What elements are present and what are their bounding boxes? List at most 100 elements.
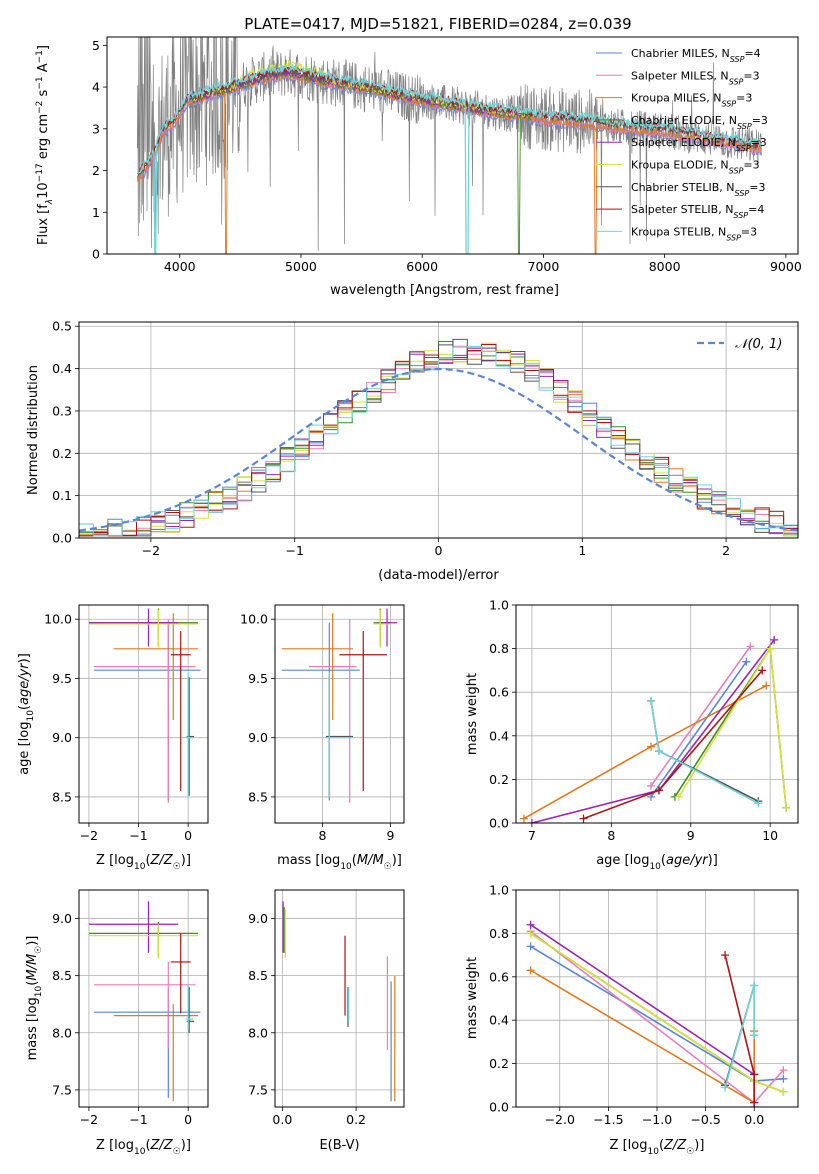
y-tick-label: 2 [92,163,100,178]
residuals-panel: −2 −1 0 1 2 0.0 0.1 0.2 0.3 0.4 0.5 𝒩(0, 1) (data-mo… [26,319,799,583]
x-tick-label: 2 [722,543,730,558]
age_vs_mass-panel: 8 9 8.5 9.0 9.5 10.0 mass [log10(M/M☉)] [240,604,405,872]
x-tick-label: −2 [80,1112,98,1127]
data-point-marker [750,981,759,990]
data-point-marker [527,819,536,823]
x-tick-label: 8 [607,828,615,843]
data-point-marker [526,966,535,975]
series-line-kroupa-miles [523,684,767,820]
spectrum-panel: 4000 5000 6000 7000 8000 9000 0 1 2 3 4 5 Chabrier M… [35,36,802,298]
x-tick-label: −1 [129,1112,147,1127]
y-tick-label: 10.0 [44,612,72,627]
normal-distribution-curve [79,367,798,532]
x-tick-label: −1 [285,543,303,558]
x-tick-label: 0.0 [272,1112,292,1127]
y-tick-label: 0.0 [489,1100,509,1115]
data-point-marker [647,742,656,751]
mass-vs-EBV-x-axis-label: E(B-V) [319,1138,359,1153]
spectrum-legend: Chabrier MILES, NSSP=4 Salpeter MILES, NS… [596,47,768,242]
y-tick-label: 7.5 [248,1082,268,1097]
age-vs-Z-x-axis-label: Z [log10(Z/Z☉)] [96,853,191,872]
x-tick-label: 7000 [528,259,560,274]
legend-label: Chabrier ELODIE, NSSP=3 [631,114,768,130]
mass-vs-Z-y-axis-label: mass [log10(M/M☉)] [25,936,44,1061]
y-tick-label: 9.0 [248,911,268,926]
data-point-marker [742,657,751,666]
series-line-salpeter-miles [650,645,751,787]
mass_vs_Z-frame [78,889,209,1108]
data-point-marker [754,799,763,808]
y-tick-label: 1.0 [489,598,509,613]
data-point-marker [654,747,663,756]
y-tick-label: 9.5 [52,671,72,686]
age_vs_Z-panel: −2 −1 0 8.5 9.0 9.5 10.0 Z [log10(Z/Z☉)] age [lo… [17,604,209,872]
data-point-marker [519,814,528,823]
data-point-marker [766,644,775,653]
y-tick-label: 8.0 [52,1025,72,1040]
legend-label: Salpeter STELIB, NSSP=4 [631,203,764,220]
y-tick-label: 9.5 [248,671,268,686]
residuals-plot-area [79,338,798,537]
x-tick-label: 8 [319,828,327,843]
data-point-marker [750,1098,759,1107]
y-tick-label: 9.0 [52,730,72,745]
x-tick-label: 4000 [164,259,196,274]
spectrum-frame [106,36,799,255]
x-tick-label: −1 [129,828,147,843]
mass_vs_EBV-panel: 0.0 0.2 7.5 8.0 8.5 9.0 E(B-V) [248,889,405,1153]
data-point-marker [526,942,535,951]
data-point-marker [779,1066,788,1075]
massweight_vs_age-panel: 7 8 9 10 0.0 0.2 0.4 0.6 0.8 1.0 age [log10(age/yr… [465,598,799,872]
y-tick-label: 8.5 [52,789,72,804]
x-tick-label: 0 [184,828,192,843]
x-tick-label: 0.0 [744,1112,764,1127]
data-point-marker [721,951,730,960]
legend-label: Chabrier STELIB, NSSP=3 [631,181,765,198]
data-point-marker [750,1070,759,1079]
y-tick-label: 10.0 [240,612,268,627]
y-tick-label: 0.0 [52,531,72,546]
legend-label: Salpeter ELODIE, NSSP=3 [631,136,767,153]
data-point-marker [647,792,656,801]
data-point-marker [758,666,767,675]
series-line-salpeter-elodie [530,924,755,1107]
x-tick-label: 8000 [649,259,681,274]
x-tick-label: −2.0 [545,1112,575,1127]
y-tick-label: 0.4 [489,728,509,743]
age-vs-Z-y-axis-label: age [log10(age/yr)] [17,653,36,775]
y-tick-label: 8.0 [248,1025,268,1040]
data-point-marker [750,1031,759,1040]
x-tick-label: 1 [578,543,586,558]
mass_vs_EBV-plot-area [282,901,396,1102]
spectrum-plot-area [136,37,763,254]
x-tick-label: 0.2 [346,1112,366,1127]
figure-title: PLATE=0417, MJD=51821, FIBERID=0284, z=0… [244,15,631,33]
residuals-y-axis-label: Normed distribution [26,365,41,495]
legend-label: Chabrier MILES, NSSP=4 [631,47,761,64]
y-tick-label: 0.2 [489,772,509,787]
legend-label: Kroupa MILES, NSSP=3 [631,92,752,109]
model-line-kroupa-miles [136,71,762,254]
massweight_vs_Z-plot-area [526,920,788,1107]
age-vs-mass-x-axis-label: mass [log10(M/M☉)] [277,853,402,872]
data-point-marker [674,792,683,801]
y-tick-label: 0.4 [489,1013,509,1028]
y-tick-label: 8.5 [52,968,72,983]
residuals-x-axis-label: (data-model)/error [378,568,499,583]
x-tick-label: 9000 [770,259,802,274]
data-point-marker [779,1087,788,1096]
age_vs_mass-frame [274,604,405,824]
x-tick-label: −1.0 [642,1112,672,1127]
y-tick-label: 9.0 [248,730,268,745]
y-tick-label: 0.6 [489,685,509,700]
data-point-marker [779,1074,788,1083]
model-line-salpeter-elodie [192,67,532,119]
series-line-salpeter-stelib [724,954,755,1103]
data-point-marker [762,681,771,690]
age_vs_Z-plot-area [88,608,201,803]
legend-label: Kroupa ELODIE, NSSP=3 [631,159,760,176]
x-tick-label: 10 [762,828,778,843]
data-point-marker [526,920,535,929]
series-line-chabrier-miles [650,661,748,798]
model-line-kroupa-stelib [136,64,763,254]
